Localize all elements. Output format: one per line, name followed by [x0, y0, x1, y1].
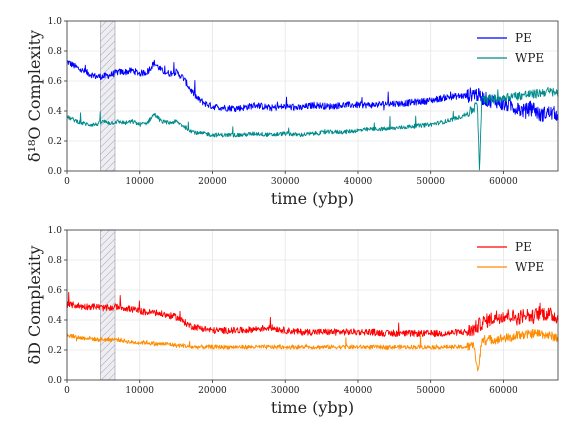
y-tick-label: 0.0: [48, 167, 63, 177]
series-line-pe: [66, 291, 559, 338]
y-axis-label: δ¹⁸O Complexity: [25, 30, 44, 162]
series-line-pe: [66, 59, 559, 122]
series-line-wpe: [66, 328, 559, 372]
highlight-band-hatch: [100, 21, 116, 171]
x-tick-label: 20000: [198, 386, 227, 396]
legend: PE WPE: [477, 31, 544, 65]
y-tick-label: 1.0: [48, 226, 63, 236]
y-tick-label: 0.6: [48, 286, 63, 296]
x-tick-label: 30000: [271, 386, 300, 396]
x-tick-label: 60000: [489, 386, 518, 396]
legend-label-wpe: WPE: [515, 260, 544, 274]
legend-label-wpe: WPE: [515, 51, 544, 65]
grid: [66, 229, 558, 381]
y-tick-label: 0.4: [48, 107, 63, 117]
y-tick-label: 1.0: [48, 17, 63, 27]
legend-label-pe: PE: [515, 31, 532, 45]
axes-frame: [66, 20, 559, 172]
x-tick-label: 30000: [271, 177, 300, 187]
axes-frame: [66, 229, 559, 381]
grid: [66, 20, 558, 172]
y-tick-label: 0.8: [48, 256, 63, 266]
y-axis-label: δD Complexity: [25, 245, 44, 364]
x-tick-label: 40000: [344, 386, 373, 396]
x-axis-label: time (ybp): [271, 189, 354, 208]
chart-panel-2: 0 10000 20000 30000 40000 50000 60000 0.0 0.2 0.4…: [25, 226, 559, 417]
x-tick-label: 0: [64, 386, 70, 396]
x-tick-label: 10000: [125, 177, 154, 187]
x-tick-label: 0: [64, 177, 70, 187]
y-tick-label: 0.0: [48, 376, 63, 386]
chart-panel-1: 0 10000 20000 30000 40000 50000 60000 0.0 0.2 0.4…: [25, 17, 559, 208]
legend-label-pe: PE: [515, 240, 532, 254]
series-line-wpe: [66, 86, 559, 171]
y-tick-label: 0.4: [48, 316, 63, 326]
x-tick-label: 20000: [198, 177, 227, 187]
x-tick-label: 60000: [489, 177, 518, 187]
legend: PE WPE: [477, 240, 544, 274]
y-tick-label: 0.2: [48, 346, 62, 356]
x-axis-label: time (ybp): [271, 398, 354, 417]
y-tick-label: 0.2: [48, 137, 62, 147]
x-tick-label: 40000: [344, 177, 373, 187]
y-tick-label: 0.8: [48, 47, 63, 57]
y-tick-label: 0.6: [48, 77, 63, 87]
x-tick-label: 10000: [125, 386, 154, 396]
x-tick-label: 50000: [416, 177, 445, 187]
x-tick-label: 50000: [416, 386, 445, 396]
